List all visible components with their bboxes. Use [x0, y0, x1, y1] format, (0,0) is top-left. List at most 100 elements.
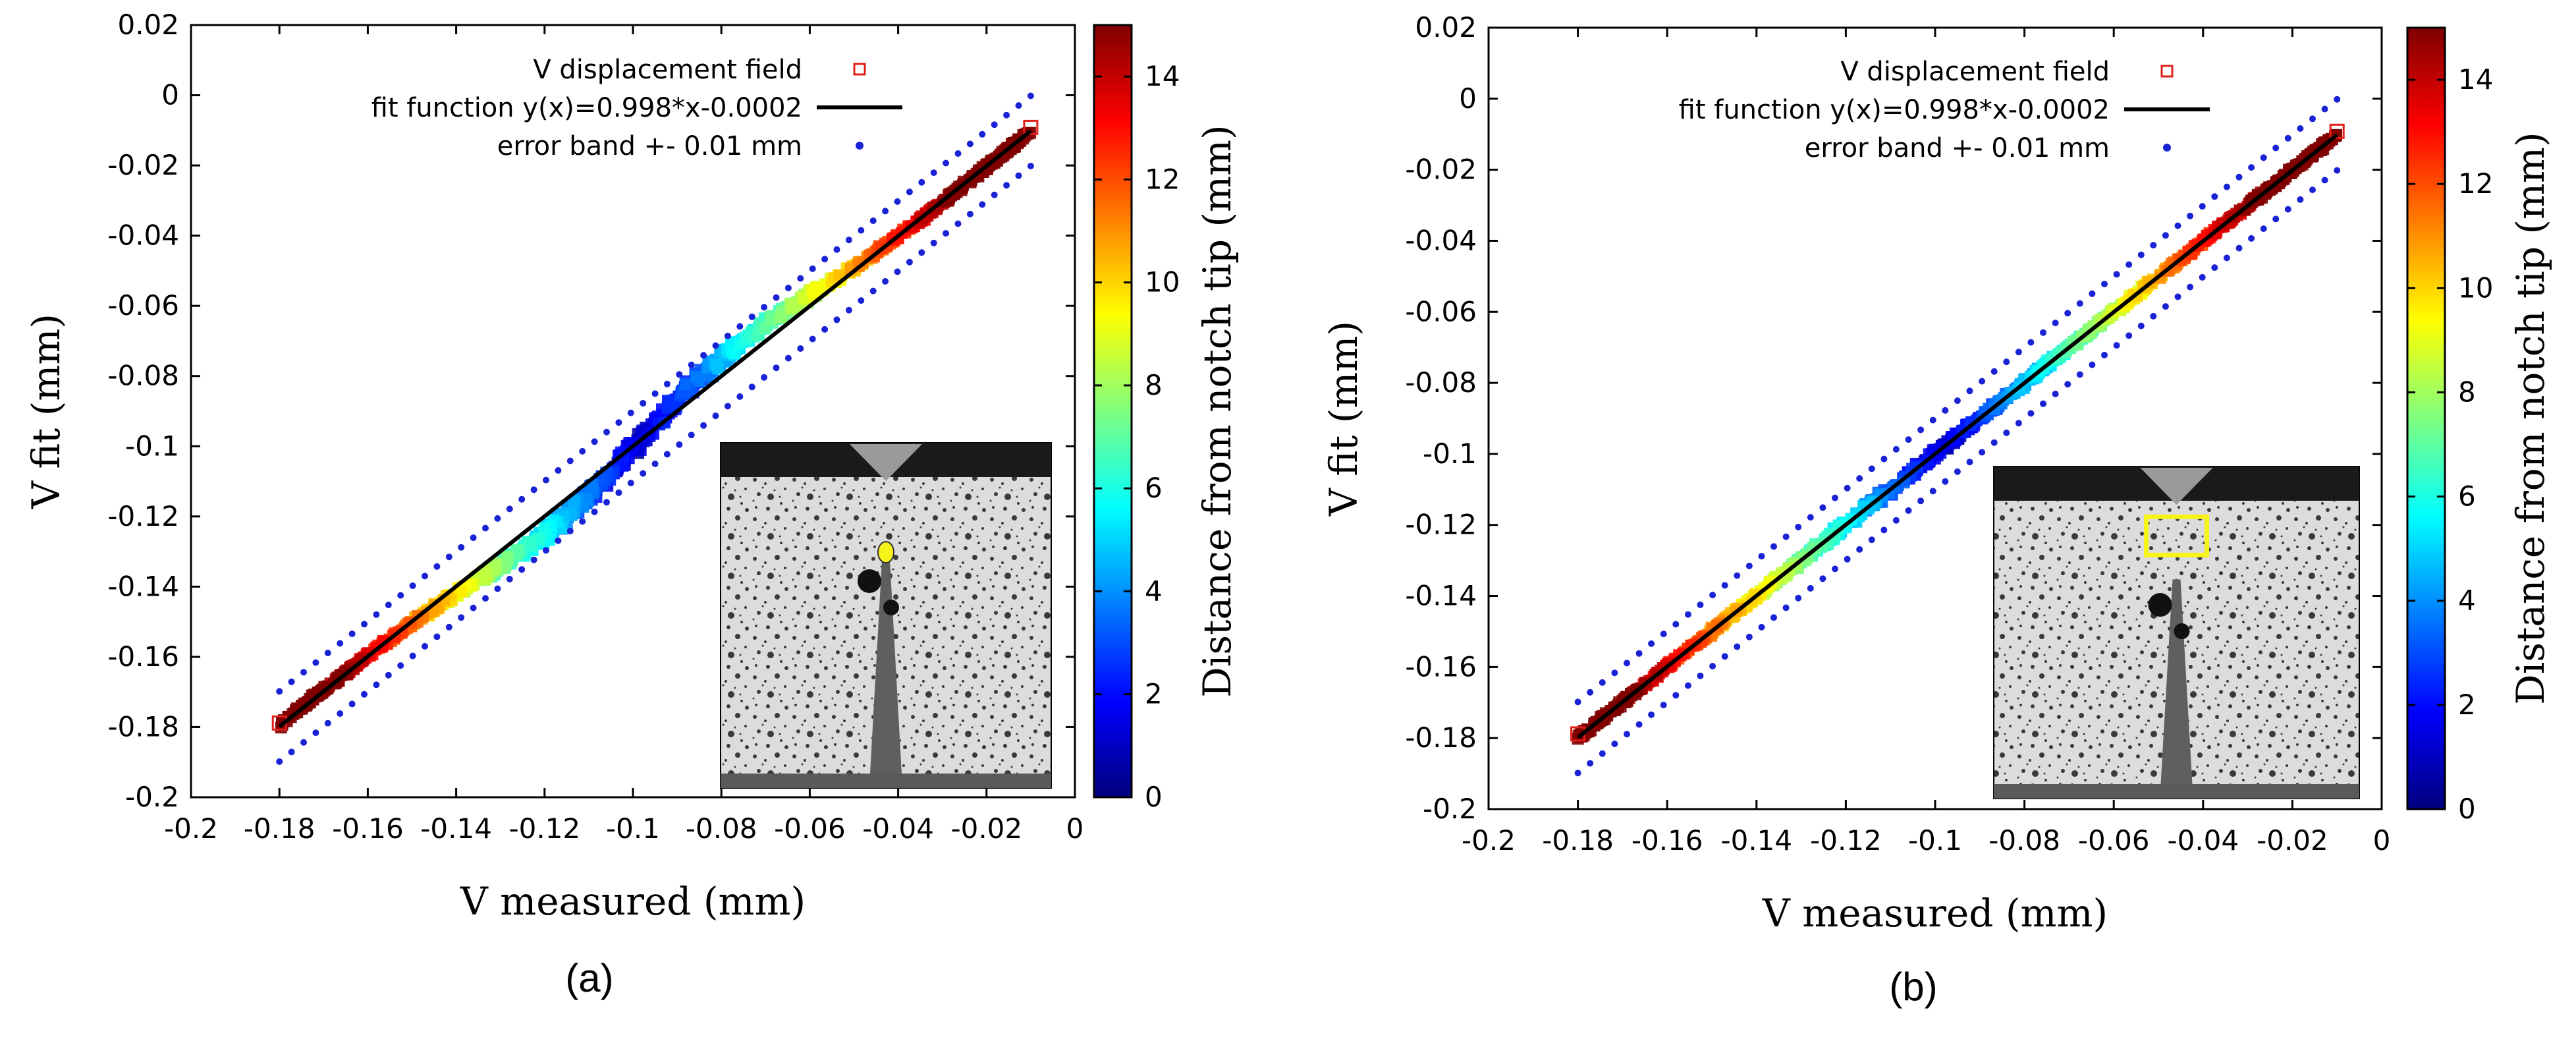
error-band-point [979, 201, 986, 208]
error-band-point [1709, 663, 1716, 669]
error-band-point [773, 364, 780, 372]
error-band-point [2113, 342, 2120, 349]
legend: V displacement field fit function y(x)=0.… [1679, 57, 2210, 163]
error-band-series [1574, 96, 2341, 777]
error-band-point [2187, 212, 2194, 219]
y-tick-label: -0.14 [1405, 580, 1477, 612]
colorbar-tick-label: 8 [2458, 376, 2476, 408]
x-tick-label: -0.12 [1810, 824, 1882, 857]
y-tick-label: -0.1 [125, 430, 179, 462]
colorbar-tick-label: 2 [2458, 689, 2476, 721]
error-band-point [422, 642, 428, 650]
colorbar-tick-label: 12 [2458, 167, 2493, 200]
error-band-point [784, 354, 792, 362]
y-axis-title: V fit (mm) [24, 314, 69, 509]
error-band-point [2089, 361, 2096, 368]
error-band-point [385, 671, 392, 679]
colorbar-gradient [1093, 24, 1133, 799]
error-band-point [2260, 225, 2267, 233]
error-band-point [1868, 465, 1875, 472]
colorbar-tick-label: 4 [2458, 584, 2476, 617]
x-tick-label: -0.16 [1631, 824, 1703, 857]
inset-loading-pin [850, 444, 922, 481]
y-tick-label: 0 [161, 79, 179, 111]
error-band-point [2003, 358, 2010, 366]
error-band-point [1905, 507, 1912, 514]
error-band-point [1027, 163, 1034, 169]
error-band-point [736, 323, 744, 330]
error-band-point [1892, 517, 1900, 524]
error-band-point [869, 287, 877, 295]
error-band-point [300, 739, 307, 746]
error-band-point [930, 169, 937, 177]
error-band-point [470, 534, 477, 542]
error-band-point [1819, 575, 1826, 582]
error-band-point [991, 121, 998, 128]
y-tick-label: -0.08 [107, 360, 179, 392]
error-band-point [1758, 623, 1765, 631]
error-band-point [761, 374, 768, 381]
error-band-point [324, 720, 331, 727]
error-band-point [494, 585, 501, 592]
legend-label: fit function y(x)=0.998*x-0.0002 [371, 93, 802, 123]
error-band-point [2015, 420, 2022, 427]
error-band-point [1015, 102, 1022, 109]
error-band-point [2076, 300, 2083, 307]
error-band-point [954, 220, 962, 227]
legend-label: V displacement field [1840, 57, 2110, 87]
error-band-point [809, 335, 816, 343]
error-band-point [1770, 543, 1777, 550]
error-band-point [1721, 653, 1728, 660]
inset-speckle-image [1993, 466, 2360, 799]
error-band-point [918, 249, 925, 256]
error-band-point [1003, 182, 1010, 189]
panel-label: (b) [1889, 965, 1937, 1009]
error-band-point [348, 630, 356, 637]
error-band-point [2211, 264, 2218, 271]
error-band-point [1587, 760, 1594, 767]
error-band-point [1832, 494, 1838, 501]
x-tick-label: -0.06 [2078, 824, 2150, 857]
error-band-point [2223, 254, 2230, 262]
x-tick-label: -0.02 [950, 812, 1022, 845]
error-band-point [640, 470, 647, 477]
error-band-point [651, 461, 659, 467]
x-axis-ticks: -0.2 -0.18 -0.16 -0.14 -0.12 -0.1 -0.08 -0.06 -0… [1462, 28, 2390, 857]
error-band-point [858, 297, 865, 304]
error-band-point [2272, 144, 2280, 152]
scatter-point [523, 536, 535, 548]
error-band-point [640, 400, 647, 407]
error-band-point [2321, 177, 2328, 184]
inset-pore [2148, 593, 2172, 617]
error-band-point [518, 495, 526, 503]
error-band-point [348, 700, 356, 708]
error-band-point [748, 383, 755, 391]
x-tick-label: -0.16 [332, 812, 404, 845]
error-band-point [2248, 164, 2255, 171]
error-band-point [2027, 339, 2035, 346]
y-tick-label: 0.02 [1415, 11, 1477, 43]
inset-pore [883, 600, 899, 615]
error-band-point [566, 457, 574, 465]
error-band-point [2260, 154, 2267, 161]
error-band-point [458, 544, 465, 551]
x-tick-label: -0.1 [606, 812, 660, 845]
error-band-point [797, 345, 804, 352]
error-band-point [566, 528, 574, 534]
error-band-point [1635, 721, 1643, 728]
error-band-point [361, 621, 368, 628]
error-band-point [2089, 290, 2096, 297]
error-band-point [337, 710, 344, 717]
panel-label: (a) [565, 956, 613, 1000]
legend: V displacement field fit function y(x)=0.… [371, 55, 902, 161]
error-band-point [1027, 92, 1034, 99]
x-tick-label: -0.2 [1462, 824, 1516, 857]
scatter-point [809, 281, 822, 294]
error-band-point [615, 489, 622, 496]
error-band-point [663, 451, 671, 458]
error-band-point [1648, 711, 1655, 718]
error-band-point [397, 592, 404, 599]
error-band-point [445, 553, 452, 561]
error-band-point [1929, 416, 1936, 424]
error-band-point [470, 604, 477, 611]
